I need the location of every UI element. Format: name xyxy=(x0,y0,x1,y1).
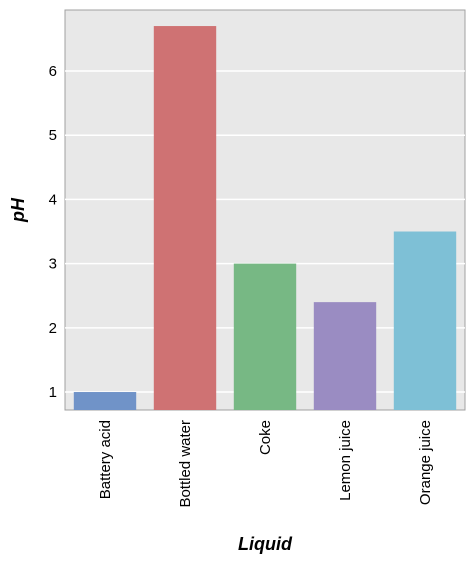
x-tick-label: Orange juice xyxy=(417,420,434,505)
bar xyxy=(313,302,377,410)
bar xyxy=(233,263,297,410)
x-tick-labels: Battery acid Bottled water Coke Lemon juice… xyxy=(97,420,434,508)
bar xyxy=(73,392,137,410)
x-tick-label: Battery acid xyxy=(97,420,114,499)
bar xyxy=(393,231,457,410)
bars xyxy=(73,26,457,411)
y-tick-label: 1 xyxy=(49,384,57,401)
y-axis-label: pH xyxy=(8,197,28,223)
y-tick-label: 4 xyxy=(49,191,57,208)
x-axis-label: Liquid xyxy=(238,534,293,554)
x-tick-label: Bottled water xyxy=(177,420,194,508)
x-tick-label: Coke xyxy=(257,420,274,455)
y-tick-label: 2 xyxy=(49,320,57,337)
y-tick-labels: 1 2 3 4 5 6 xyxy=(49,63,57,401)
y-tick-label: 3 xyxy=(49,256,57,273)
x-tick-label: Lemon juice xyxy=(337,420,354,501)
y-tick-label: 6 xyxy=(49,63,57,80)
bar xyxy=(153,26,217,411)
y-tick-label: 5 xyxy=(49,127,57,144)
